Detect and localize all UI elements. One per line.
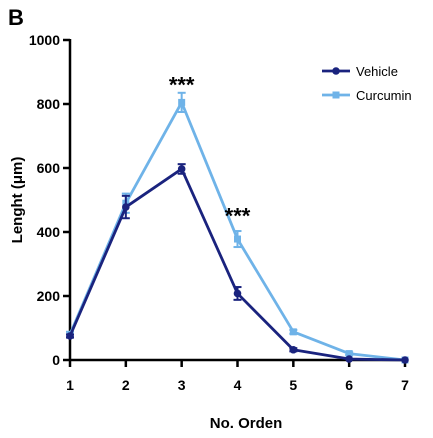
axes: 0 200 400 600 800 1000 1 2 3 4 5 6 7 — [29, 32, 409, 393]
significance-marker: *** — [225, 204, 251, 229]
data-point — [289, 345, 298, 354]
x-tick-label: 6 — [345, 377, 353, 393]
x-tick-label: 4 — [234, 377, 242, 393]
series-layer — [66, 91, 409, 364]
data-point — [345, 350, 353, 358]
legend-marker — [332, 67, 340, 75]
significance-marker: *** — [169, 72, 195, 97]
y-axis-title: Lenght (μm) — [9, 157, 26, 244]
x-tick-label: 3 — [178, 377, 186, 393]
data-point — [289, 328, 297, 336]
y-tick-label: 800 — [37, 96, 61, 112]
x-tick-label: 7 — [401, 377, 409, 393]
annotations: *** *** — [169, 72, 251, 228]
legend-item-vehicle: Vehicle — [322, 64, 398, 79]
data-point — [122, 203, 130, 211]
legend-marker — [332, 91, 340, 99]
data-point — [234, 235, 241, 243]
data-point — [345, 355, 353, 363]
series-vehicle — [66, 163, 409, 364]
legend-label: Curcumin — [356, 88, 412, 103]
x-tick-label: 2 — [122, 377, 130, 393]
x-tick-label: 5 — [289, 377, 297, 393]
legend-label: Vehicle — [356, 64, 398, 79]
data-point — [66, 332, 74, 340]
data-point — [177, 165, 186, 173]
y-tick-label: 600 — [37, 160, 61, 176]
y-tick-label: 200 — [37, 288, 61, 304]
y-tick-label: 400 — [37, 224, 61, 240]
x-axis-title: No. Orden — [210, 415, 283, 432]
data-point — [233, 289, 242, 298]
x-tick-label: 1 — [66, 377, 74, 393]
legend-item-curcumin: Curcumin — [322, 88, 412, 103]
y-tick-label: 0 — [52, 352, 60, 368]
legend: Vehicle Curcumin — [322, 64, 412, 103]
data-point — [178, 98, 186, 106]
series-line — [68, 167, 406, 362]
panel-label: B — [8, 5, 24, 30]
data-point — [401, 356, 409, 364]
y-tick-label: 1000 — [29, 32, 60, 48]
